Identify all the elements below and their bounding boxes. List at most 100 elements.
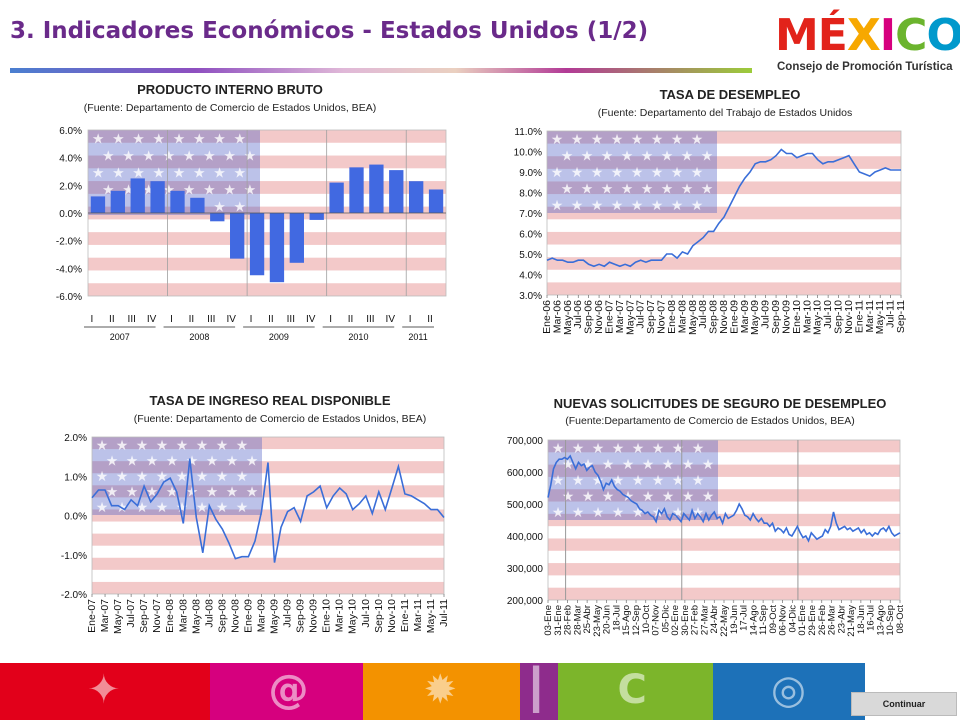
unemp-flag-star: ★ [551, 131, 564, 147]
gdp-flag-star: ★ [153, 165, 166, 181]
income-flag-stripe [92, 485, 444, 498]
gdp-flag-star: ★ [193, 131, 206, 147]
unemp-flag-star: ★ [691, 164, 704, 180]
quarter-label: IV [226, 314, 236, 325]
chart-unemployment-plot: ★ ★ ★ ★ ★ ★ ★ ★★ ★ ★ ★ ★ ★ ★ ★★ ★ ★ ★ ★ ★ ★ ★★ ★ ★ ★ ★ ★ ★ ★★ ★ ★ ★ ★ ★ ★ ★… [514, 127, 907, 335]
income-flag-star: ★ [156, 499, 169, 515]
unemp-flag-star: ★ [631, 197, 644, 213]
gdp-bar [150, 181, 165, 213]
continue-button[interactable]: Continuar [851, 692, 957, 716]
xtick-label: 22-May [719, 605, 730, 637]
income-flag-star: ★ [126, 484, 139, 500]
xtick-label: 27-Mar [699, 605, 710, 635]
xtick-label: May-09 [269, 599, 281, 634]
claims-series-line [547, 454, 901, 543]
income-flag-star: ★ [176, 499, 189, 515]
unemp-flag-star: ★ [641, 148, 654, 164]
gdp-flag-star: ★ [213, 199, 226, 215]
unemp-flag-star: ★ [681, 180, 694, 196]
claims-flag-canton [548, 440, 718, 520]
unemp-flag-star: ★ [601, 180, 614, 196]
claims-flag-star: ★ [672, 472, 685, 488]
ytick-label: 200,000 [507, 596, 544, 607]
unemp-flag-star: ★ [631, 164, 644, 180]
gdp-bar [309, 213, 324, 220]
quarter-label: I [329, 314, 332, 325]
gdp-bar [190, 197, 205, 213]
income-flag-stripe [92, 581, 444, 594]
claims-flag-star: ★ [592, 440, 605, 456]
xtick-label: Mar-09 [739, 300, 751, 333]
gdp-flag-star: ★ [132, 131, 145, 147]
gdp-flag-star: ★ [173, 165, 186, 181]
xtick-label: 16-Jul [866, 605, 877, 631]
xtick-label: Ene-11 [399, 599, 411, 632]
year-label: 2009 [269, 332, 289, 342]
claims-flag-star: ★ [572, 504, 585, 520]
logo-letter: M [775, 10, 819, 61]
ytick-label: -6.0% [56, 292, 82, 303]
unemp-flag-star: ★ [671, 197, 684, 213]
gdp-flag-stripe [88, 257, 446, 271]
quarter-label: II [348, 314, 354, 325]
gdp-bar [230, 213, 245, 259]
unemp-flag-star: ★ [561, 148, 574, 164]
claims-flag-star: ★ [562, 488, 575, 504]
income-flag-star: ★ [96, 468, 109, 484]
xtick-label: Jul-11 [438, 599, 450, 627]
gdp-flag-star: ★ [233, 199, 246, 215]
xtick-label: 18-Jun [856, 605, 867, 634]
claims-flag-star: ★ [612, 440, 625, 456]
xtick-label: Mar-11 [412, 599, 424, 632]
gdp-flag-star: ★ [122, 148, 135, 164]
year-label: 2007 [110, 332, 130, 342]
income-flag-star: ★ [116, 437, 129, 453]
claims-flag-star: ★ [582, 488, 595, 504]
xtick-label: Sep-10 [833, 300, 845, 334]
logo-letter: O [926, 10, 960, 61]
xtick-label: May-08 [687, 300, 699, 335]
quarter-label: I [91, 314, 94, 325]
footer-segment: ✹ [363, 663, 520, 720]
unemp-flag-star: ★ [641, 180, 654, 196]
xtick-label: Sep-11 [895, 300, 907, 333]
ring-icon: C [617, 667, 647, 713]
unemp-flag-stripe [547, 231, 901, 245]
income-flag-star: ★ [136, 468, 149, 484]
xtick-label: Mar-07 [99, 599, 111, 632]
chart-gdp-subtitle: (Fuente: Departamento de Comercio de Est… [83, 102, 377, 114]
unemp-flag-star: ★ [591, 164, 604, 180]
gdp-flag-star: ★ [132, 165, 145, 181]
unemp-flag-star: ★ [661, 148, 674, 164]
chart-income-title: TASA DE INGRESO REAL DISPONIBLE [149, 393, 391, 408]
gdp-flag-star: ★ [163, 148, 176, 164]
xtick-label: Ene-06 [541, 300, 553, 334]
xtick-label: Jul-09 [282, 599, 294, 628]
xtick-label: Ene-08 [164, 599, 176, 633]
xtick-label: 21-May [846, 605, 857, 637]
year-label: 2011 [408, 332, 427, 342]
claims-flag-star: ★ [632, 504, 645, 520]
xtick-label: Ene-11 [853, 300, 865, 333]
xtick-label: 23-Abr [836, 605, 847, 634]
chart-unemployment: TASA DE DESEMPLEO (Fuente: Departamento … [480, 80, 960, 370]
xtick-label: 29-Ene [807, 605, 818, 636]
claims-flag-star: ★ [682, 456, 695, 472]
gdp-flag-stripe [88, 155, 446, 169]
quarter-label: III [128, 314, 136, 325]
xtick-label: Jul-07 [125, 599, 137, 628]
xtick-label: 17-Jul [739, 605, 750, 631]
unemp-flag-star: ★ [611, 131, 624, 147]
xtick-label: May-09 [749, 300, 761, 335]
chart-unemployment-subtitle: (Fuente: Departamento del Trabajo de Est… [597, 107, 853, 119]
claims-flag-star: ★ [572, 440, 585, 456]
footer-segment: ┃ [520, 663, 558, 720]
xtick-label: 07-Nov [651, 605, 662, 636]
gdp-flag-stripe [88, 232, 446, 245]
ytick-label: 2.0% [59, 181, 82, 192]
claims-flag-star: ★ [552, 504, 565, 520]
xtick-label: Jul-07 [635, 300, 647, 329]
income-flag-star: ★ [236, 468, 249, 484]
gdp-bar [210, 213, 225, 222]
ytick-label: 6.0% [59, 126, 82, 137]
